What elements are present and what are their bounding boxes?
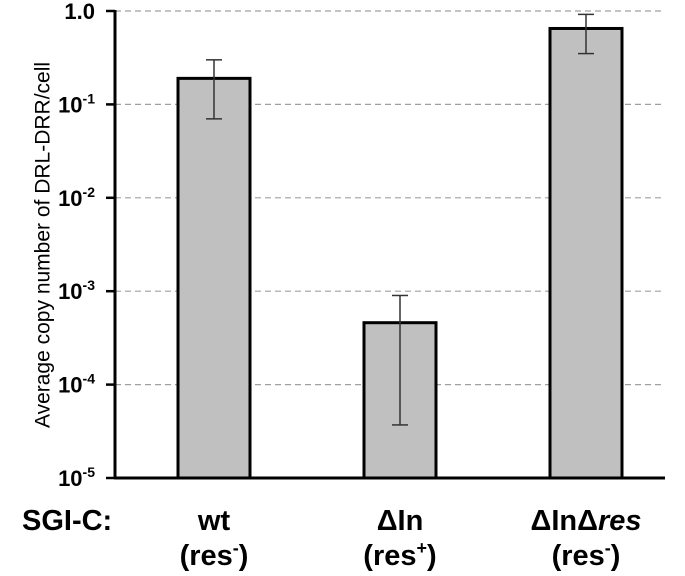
x-category-sublabel: (res-): [552, 538, 621, 572]
x-category-labels: wt(res-)ΔIn(res+)ΔInΔres(res-): [180, 505, 642, 572]
x-axis-prefix: SGI-C:: [22, 505, 112, 537]
y-tick-label: 1.0: [64, 0, 95, 24]
x-category-label: ΔInΔres: [530, 505, 641, 537]
x-category-sublabel: (res+): [363, 538, 436, 572]
y-tick-label: 10-2: [58, 184, 95, 211]
y-tick-label: 10-4: [58, 371, 95, 398]
y-tick-label: 10-1: [58, 90, 95, 117]
y-tick-labels: 1.0 10-1 10-2 10-3 10-4 10-5: [58, 0, 95, 491]
bar: [548, 26, 624, 480]
y-tick-label: 10-3: [58, 277, 95, 304]
x-category-label: wt: [197, 505, 231, 537]
bars: [176, 26, 624, 480]
axes: [106, 9, 665, 480]
x-category-label: ΔIn: [377, 505, 424, 537]
error-bars: [206, 13, 594, 426]
y-axis-label: Average copy number of DRL-DRR/cell: [32, 62, 55, 428]
bar: [176, 76, 252, 480]
x-category-sublabel: (res-): [180, 538, 249, 572]
y-tick-label: 10-5: [58, 464, 95, 491]
